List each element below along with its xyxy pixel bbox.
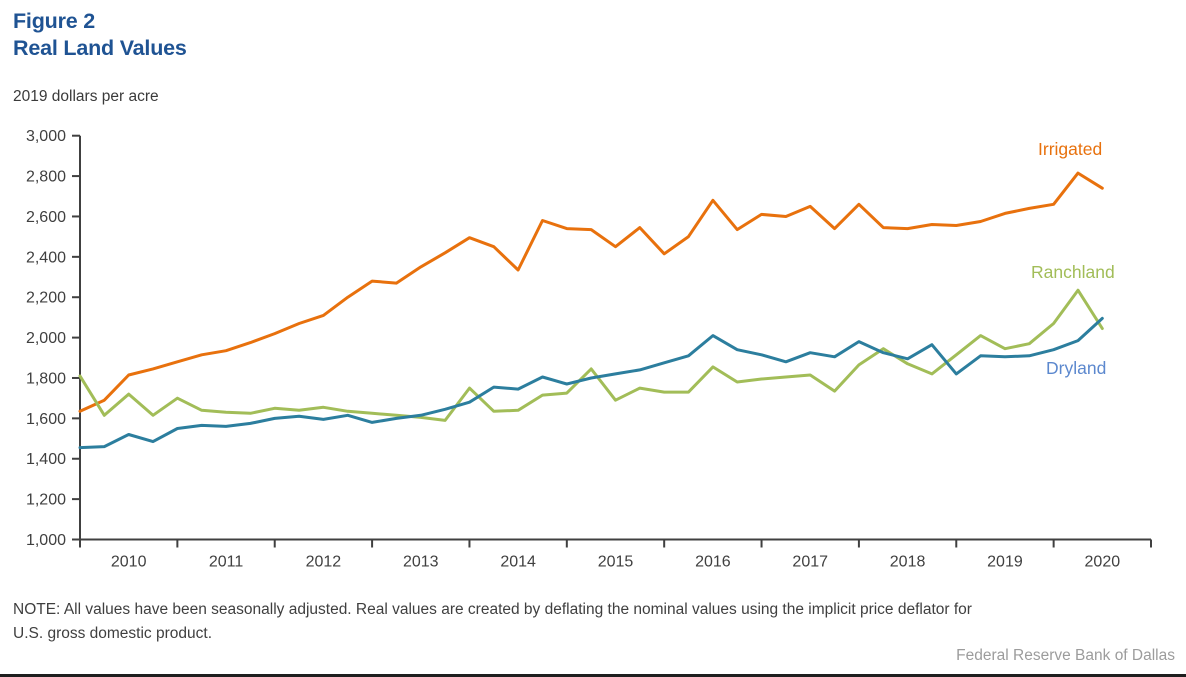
x-tick-label: 2016 (695, 554, 731, 571)
y-tick-label: 2,000 (26, 330, 66, 347)
x-tick-label: 2015 (598, 554, 634, 571)
x-tick-label: 2019 (987, 554, 1023, 571)
series-label-ranchland: Ranchland (1031, 262, 1115, 282)
units-label: 2019 dollars per acre (13, 88, 159, 105)
y-tick-label: 2,200 (26, 290, 66, 307)
note-line-2: U.S. gross domestic product. (13, 625, 212, 642)
series-label-irrigated: Irrigated (1038, 139, 1102, 159)
x-tick-label: 2020 (1085, 554, 1121, 571)
x-tick-label: 2017 (792, 554, 828, 571)
series-line-ranchland (78, 288, 1104, 422)
series-line-irrigated (78, 171, 1104, 413)
y-tick-label: 1,600 (26, 411, 66, 428)
series-label-dryland: Dryland (1046, 358, 1106, 378)
chart-header: Figure 2 Real Land Values (13, 8, 187, 62)
x-tick-label: 2012 (306, 554, 342, 571)
y-tick-label: 2,800 (26, 169, 66, 186)
axes (79, 135, 1151, 541)
chart-note: NOTE: All values have been seasonally ad… (13, 598, 1179, 646)
y-tick-label: 1,400 (26, 451, 66, 468)
x-tick-label: 2018 (890, 554, 926, 571)
page-title: Real Land Values (13, 36, 187, 60)
x-tick-label: 2014 (500, 554, 536, 571)
note-line-1: NOTE: All values have been seasonally ad… (13, 601, 972, 618)
figure-label: Figure 2 (13, 9, 96, 33)
x-tick-label: 2011 (209, 554, 244, 571)
y-tick-label: 2,600 (26, 209, 66, 226)
x-tick-label: 2010 (111, 554, 147, 571)
attribution: Federal Reserve Bank of Dallas (956, 647, 1175, 664)
x-tick-label: 2013 (403, 554, 439, 571)
y-tick-label: 1,000 (26, 532, 66, 549)
bottom-border (0, 674, 1186, 677)
y-tick-label: 1,800 (26, 370, 66, 387)
y-tick-label: 2,400 (26, 249, 66, 266)
series-line-dryland (78, 316, 1104, 450)
y-tick-label: 1,200 (26, 492, 66, 509)
y-tick-label: 3,000 (26, 128, 66, 145)
